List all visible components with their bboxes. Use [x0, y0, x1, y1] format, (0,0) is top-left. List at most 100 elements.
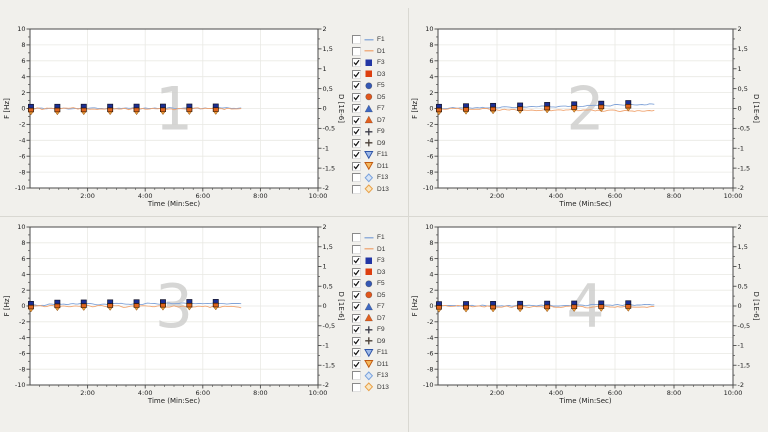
checkbox-f3[interactable] [352, 58, 361, 68]
graph-panel-2: 21086420-2-4-6-8-1021,510,50-0,5-1-1,5-2… [411, 25, 760, 208]
checkmark-icon [353, 71, 360, 78]
checkbox-d1[interactable] [352, 244, 361, 254]
x-tick-label: 8:00 [667, 192, 682, 200]
marker-cluster [625, 300, 632, 312]
x-axis-title: Time (Min:Sec) [558, 200, 611, 208]
triangle-up-marker-icon [364, 313, 374, 322]
legend-item-d13: D13 [352, 184, 406, 196]
triangle-up-marker-icon [364, 302, 374, 310]
legend-item-d3: D3 [352, 267, 406, 279]
checkbox-d9[interactable] [352, 138, 361, 148]
y-left-tick-label: -6 [19, 350, 25, 358]
checkbox-f9[interactable] [352, 325, 361, 335]
checkbox-f13[interactable] [352, 173, 361, 183]
legend-item-f7: F7 [352, 301, 406, 313]
y-left-tick-label: 2 [429, 286, 433, 294]
plus-marker-icon [365, 325, 373, 334]
checkbox-d3[interactable] [352, 69, 361, 79]
y-left-tick-label: -2 [19, 121, 25, 129]
triangle-down-marker-icon [364, 162, 374, 171]
checkbox-d1[interactable] [352, 46, 361, 56]
y-right-tick-label: -0,5 [738, 125, 751, 133]
checkbox-d5[interactable] [352, 290, 361, 300]
x-tick-label: 4:00 [138, 192, 153, 200]
checkbox-f13[interactable] [352, 371, 361, 381]
checkbox-d11[interactable] [352, 161, 361, 171]
checkbox-d7[interactable] [352, 115, 361, 125]
y-right-tick-label: 0,5 [323, 282, 333, 290]
legend-label: F13 [377, 372, 389, 380]
y-right-tick-label: 0,5 [323, 85, 333, 93]
marker-cluster [517, 102, 524, 114]
checkbox-f3[interactable] [352, 256, 361, 266]
checkbox-d7[interactable] [352, 313, 361, 323]
y-left-tick-label: 4 [21, 271, 25, 279]
checkbox-d13[interactable] [352, 382, 361, 392]
marker-cluster [186, 103, 193, 116]
marker-cluster [28, 103, 34, 116]
y-left-tick-label: 10 [17, 223, 25, 231]
y-left-tick-label: 6 [21, 255, 25, 263]
checkbox-f5[interactable] [352, 279, 361, 289]
checkbox-d13[interactable] [352, 184, 361, 194]
y-right-tick-label: -1,5 [323, 361, 336, 369]
checkmark-icon [353, 304, 360, 310]
checkbox-d3[interactable] [352, 267, 361, 277]
x-tick-label: 4:00 [549, 389, 564, 397]
y-right-tick-label: -1 [323, 342, 329, 350]
checkbox-f5[interactable] [352, 81, 361, 91]
y-left-tick-label: -8 [19, 168, 25, 176]
marker-cluster [160, 299, 166, 311]
legend-label: F1 [377, 234, 385, 242]
window-divider-horizontal [0, 216, 768, 217]
hline-marker-icon [364, 38, 374, 41]
y-left-tick-label: 0 [21, 105, 25, 113]
y-left-tick-label: -2 [19, 318, 25, 326]
y-right-tick-label: 0,5 [738, 282, 748, 290]
x-tick-label: 6:00 [195, 389, 210, 397]
checkbox-f11[interactable] [352, 348, 361, 358]
checkbox-f7[interactable] [352, 104, 361, 114]
hline-marker-icon [364, 248, 374, 250]
y-right-tick-label: 0 [738, 105, 742, 113]
plus-marker-icon [365, 139, 373, 147]
y-right-tick-label: -0,5 [323, 125, 336, 133]
checkmark-icon [353, 163, 360, 170]
legend-item-d11: D11 [352, 359, 406, 371]
checkmark-icon [353, 140, 360, 147]
legend-item-d9: D9 [352, 138, 406, 150]
checkbox-d9[interactable] [352, 336, 361, 346]
y-left-tick-label: 10 [425, 223, 433, 231]
x-tick-label: 6:00 [195, 192, 210, 200]
checkbox-d11[interactable] [352, 359, 361, 369]
marker-cluster [598, 100, 605, 113]
checkbox-f1[interactable] [352, 233, 361, 243]
y-right-axis-title: D [1E-6] [752, 292, 760, 321]
legend-label: D3 [377, 268, 386, 276]
checkbox-f7[interactable] [352, 302, 361, 312]
x-tick-label: 6:00 [608, 192, 623, 200]
legend-label: D9 [377, 337, 386, 345]
y-left-tick-label: 8 [21, 239, 25, 247]
x-tick-label: 10:00 [309, 192, 328, 200]
checkmark-icon [353, 327, 360, 333]
legend-item-d7: D7 [352, 313, 406, 325]
checkbox-d5[interactable] [352, 92, 361, 102]
checkmark-icon [353, 315, 360, 322]
y-right-tick-label: -2 [323, 184, 329, 192]
y-left-tick-label: -10 [15, 184, 26, 192]
marker-cluster [212, 103, 219, 115]
checkbox-f9[interactable] [352, 127, 361, 137]
y-right-tick-label: 0 [738, 302, 742, 310]
checkbox-f1[interactable] [352, 35, 361, 45]
checkbox-f11[interactable] [352, 150, 361, 160]
legend-label: F13 [377, 174, 389, 182]
marker-cluster [544, 102, 551, 114]
legend-item-d1: D1 [352, 46, 406, 58]
y-right-tick-label: 1,5 [738, 243, 748, 251]
y-left-tick-label: 0 [21, 302, 25, 310]
legend-label: D7 [377, 314, 386, 322]
legend-item-f9: F9 [352, 324, 406, 336]
legend-item-d5: D5 [352, 290, 406, 302]
marker-cluster [54, 103, 61, 116]
